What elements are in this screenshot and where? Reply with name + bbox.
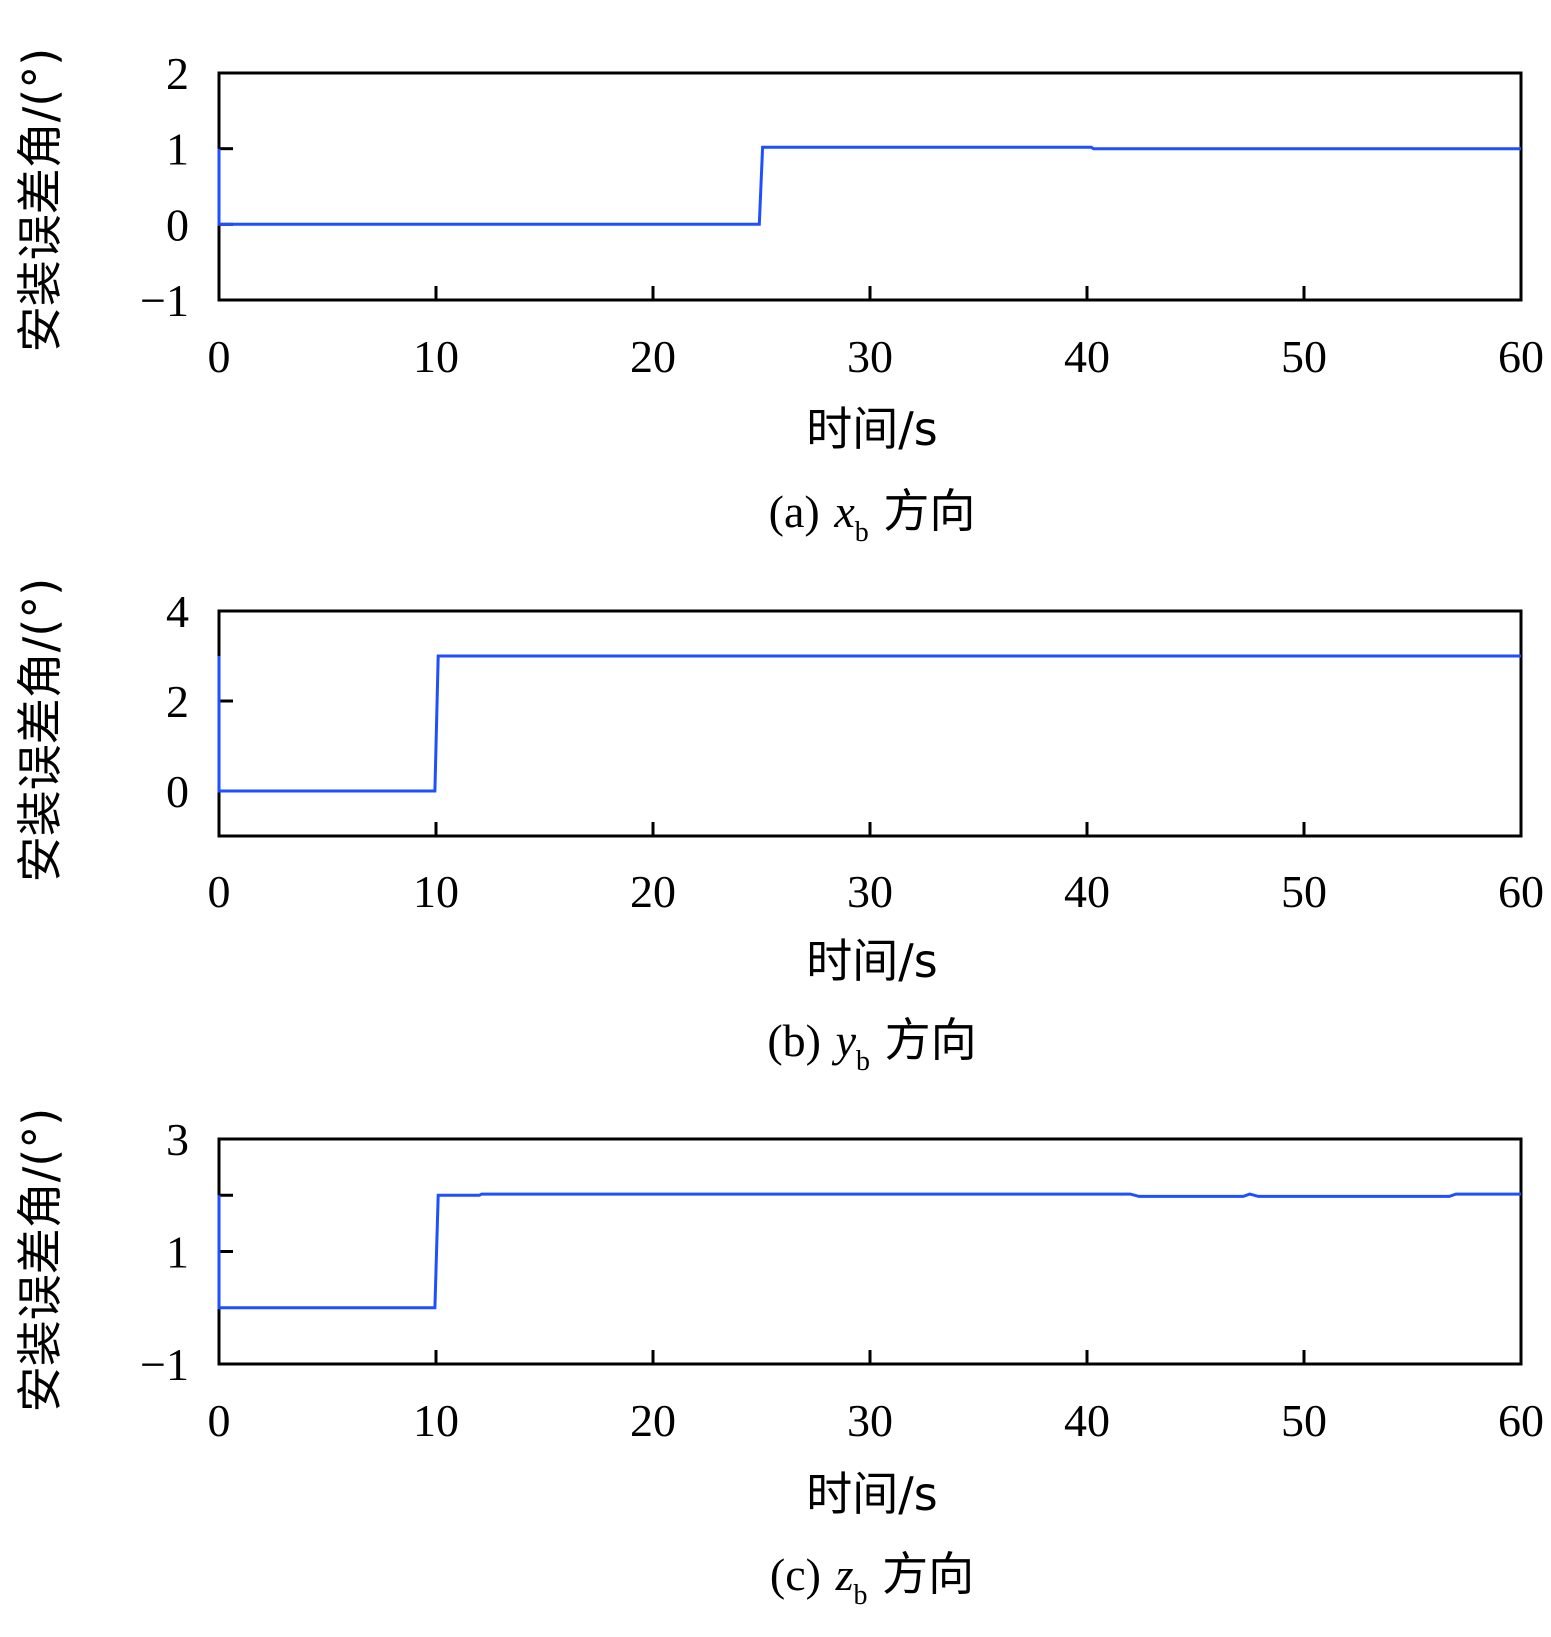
- x-tick-label: 60: [1498, 866, 1544, 917]
- series-line-y_b: [217, 654, 1521, 793]
- caption-direction: 方向: [882, 1547, 974, 1601]
- x-tick-label: 30: [847, 866, 893, 917]
- caption-space: [820, 484, 835, 538]
- x-tick-label: 20: [630, 1395, 676, 1446]
- caption-space: [870, 1013, 885, 1067]
- panel-b: 0 10 20 30 40 50 60 0 2 4 时间/s 安装误差角/(°) (b) yb 方向: [13, 578, 1544, 1077]
- caption-prefix: (c): [770, 1549, 821, 1600]
- x-axis-label: 时间/s: [806, 1467, 937, 1521]
- y-tick-label: −1: [140, 1339, 189, 1390]
- caption-space: [867, 1547, 882, 1601]
- panel-caption: (b) yb 方向: [767, 1013, 976, 1077]
- panel-caption: (c) zb 方向: [770, 1547, 974, 1611]
- x-tick-label: 30: [847, 1395, 893, 1446]
- caption-prefix: (b): [767, 1015, 821, 1066]
- x-tick-label: 40: [1064, 1395, 1110, 1446]
- x-tick-label: 30: [847, 331, 893, 382]
- x-tick-label: 20: [630, 331, 676, 382]
- series-line-x_b: [217, 145, 1521, 226]
- x-tick-label: 50: [1281, 866, 1327, 917]
- y-tick-label: 4: [166, 586, 189, 637]
- x-tick-label: 60: [1498, 331, 1544, 382]
- panel-a: 0 10 20 30 40 50 60 −1 0 1 2 时间/s 安装误差角/(°) (a) xb 方向: [13, 48, 1544, 548]
- x-tick-label: 40: [1064, 331, 1110, 382]
- plot-frame: [217, 71, 1523, 302]
- caption-variable: z: [835, 1549, 854, 1600]
- x-tick-label: 20: [630, 866, 676, 917]
- caption-direction: 方向: [883, 484, 975, 538]
- plot-frame: [217, 609, 1523, 838]
- caption-prefix: (a): [769, 486, 820, 537]
- series-line-z_b: [217, 1192, 1521, 1310]
- caption-space: [869, 484, 884, 538]
- x-tick-label: 0: [208, 1395, 231, 1446]
- x-axis-label: 时间/s: [806, 402, 937, 456]
- caption-space: [821, 1013, 836, 1067]
- plot-frame: [217, 1137, 1523, 1366]
- x-tick-label: 10: [413, 331, 459, 382]
- y-axis-label: 安装误差角/(°): [13, 578, 67, 882]
- y-tick-label: 3: [166, 1114, 189, 1165]
- caption-variable: x: [833, 486, 855, 537]
- panel-caption: (a) xb 方向: [769, 484, 976, 548]
- x-tick-label: 10: [413, 1395, 459, 1446]
- x-tick-label: 50: [1281, 331, 1327, 382]
- y-tick-label: 1: [166, 1227, 189, 1278]
- caption-subscript: b: [855, 517, 869, 548]
- x-tick-label: 0: [208, 331, 231, 382]
- y-tick-label: −1: [140, 275, 189, 326]
- x-tick-label: 50: [1281, 1395, 1327, 1446]
- y-tick-label: 2: [166, 676, 189, 727]
- caption-subscript: b: [856, 1046, 870, 1077]
- x-tick-label: 0: [208, 866, 231, 917]
- y-axis-label: 安装误差角/(°): [13, 1108, 67, 1412]
- x-tick-label: 60: [1498, 1395, 1544, 1446]
- caption-subscript: b: [853, 1580, 867, 1611]
- x-tick-label: 40: [1064, 866, 1110, 917]
- y-tick-label: 0: [166, 199, 189, 250]
- panel-c: 0 10 20 30 40 50 60 −1 1 3 时间/s 安装误差角/(°) (c) zb 方向: [13, 1108, 1544, 1611]
- caption-variable: y: [832, 1015, 857, 1066]
- y-tick-label: 2: [166, 48, 189, 99]
- y-axis-label: 安装误差角/(°): [13, 48, 67, 352]
- y-tick-label: 1: [166, 124, 189, 175]
- x-axis-label: 时间/s: [806, 934, 937, 988]
- caption-direction: 方向: [885, 1013, 977, 1067]
- x-tick-label: 10: [413, 866, 459, 917]
- caption-space: [821, 1547, 836, 1601]
- y-tick-label: 0: [166, 766, 189, 817]
